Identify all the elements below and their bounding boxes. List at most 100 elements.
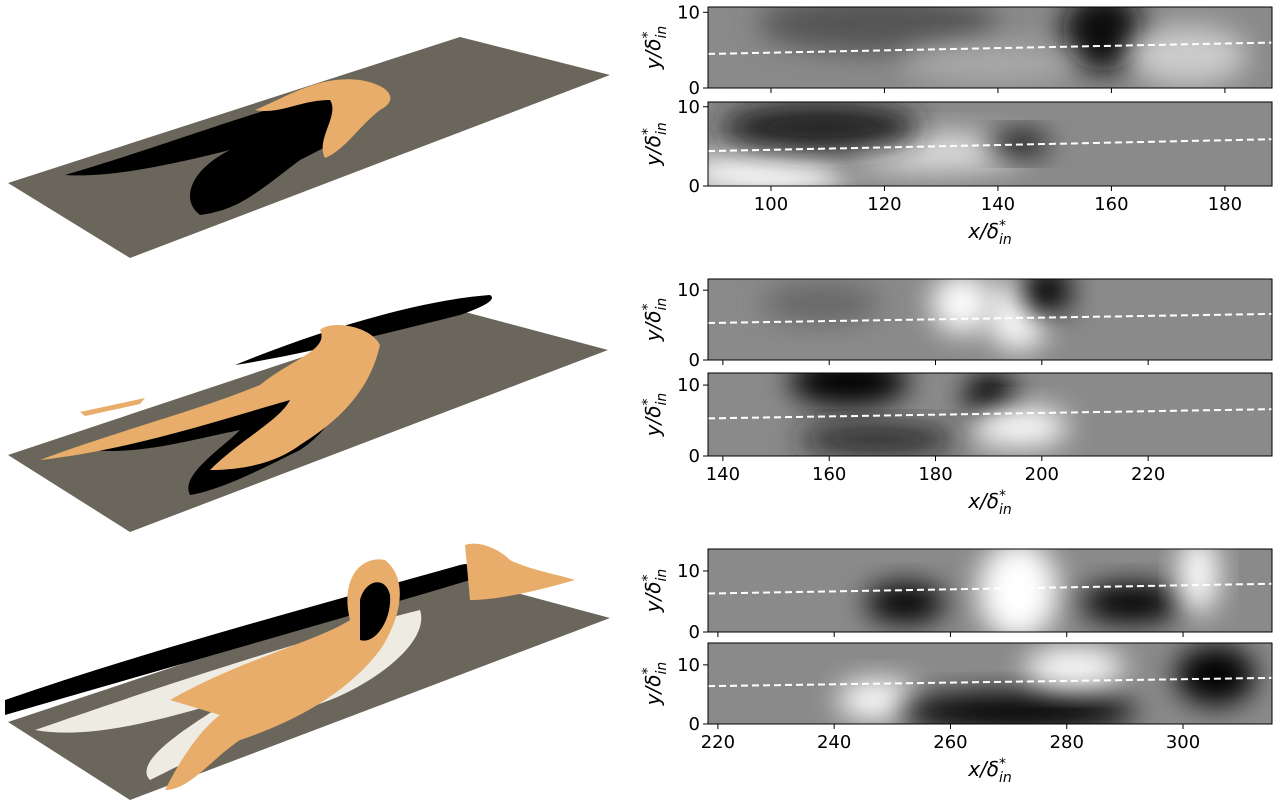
x-tick-label: 100 (754, 194, 788, 215)
y-axis-label-sup: * (640, 398, 656, 405)
y-axis-label-sup: * (640, 128, 656, 135)
y-axis-label-sub: in (654, 122, 670, 135)
panel: 0 10 y/δ*in (640, 278, 1273, 371)
y-axis-label: y/δ*in (640, 569, 670, 614)
reference-line (708, 312, 1272, 324)
x-axis-label-sup: * (999, 218, 1006, 234)
reference-line (708, 582, 1272, 595)
field-blob (898, 691, 1139, 724)
x-axis-label: x/δ* in (967, 488, 1012, 518)
x-tick-label: 180 (1208, 194, 1242, 215)
reference-line (708, 41, 1272, 55)
x-axis-label-sub: in (999, 770, 1012, 786)
x-axis-label-base: x/δ (967, 489, 999, 513)
field-blob (837, 679, 918, 720)
x-axis-label-sub: in (999, 502, 1012, 518)
field-blob (757, 7, 998, 54)
y-axis-label-sub: in (654, 26, 670, 39)
x-tick-label: 180 (918, 464, 952, 485)
y-axis-label-sup: * (640, 667, 656, 674)
render-2 (8, 295, 608, 532)
y-tick-label: 0 (689, 78, 700, 99)
plot-frame (707, 6, 1273, 89)
y-axis-label: y/δ*in (640, 393, 670, 438)
field (708, 373, 1272, 456)
x-axis-label-sup: * (999, 488, 1006, 504)
field-blob (900, 43, 1080, 84)
y-axis-label-base: y/δ (641, 310, 665, 342)
field (708, 102, 1272, 186)
field-blob (1175, 645, 1256, 706)
field-blob (797, 424, 958, 455)
plot-frame (707, 548, 1273, 633)
y-tick-label: 10 (677, 655, 700, 676)
y-axis-label-base: y/δ (641, 405, 665, 437)
x-tick-label: 280 (1050, 732, 1084, 753)
y-axis-label-base: y/δ (641, 38, 665, 70)
y-tick-label: 10 (677, 97, 700, 118)
y-axis-label-sub: in (654, 662, 670, 675)
x-axis-label: x/δ* in (967, 218, 1012, 248)
y-axis-label-sub: in (654, 569, 670, 582)
x-tick-label: 260 (933, 732, 967, 753)
x-tick-label: 120 (867, 194, 901, 215)
y-axis-label-base: y/δ (641, 674, 665, 706)
y-tick-label: 10 (677, 375, 700, 396)
x-tick-label: 140 (706, 464, 740, 485)
field-blob (931, 279, 992, 334)
field (708, 279, 1272, 360)
field-blob (1024, 647, 1125, 688)
x-tick-label: 220 (701, 732, 735, 753)
field-blob (708, 153, 845, 186)
y-tick-label: 0 (689, 176, 700, 197)
plot-frame (707, 101, 1273, 187)
y-tick-label: 10 (677, 280, 700, 301)
y-axis-label: y/δ*in (640, 26, 670, 71)
x-tick-label: 300 (1166, 732, 1200, 753)
x-tick-label: 140 (981, 194, 1015, 215)
field-blob (1021, 279, 1072, 317)
field-blob (1127, 25, 1248, 86)
y-axis-label-sup: * (640, 303, 656, 310)
field-blob (978, 549, 1059, 632)
reference-line (708, 408, 1272, 420)
y-axis-label-base: y/δ (641, 581, 665, 613)
x-tick-label: 200 (1025, 464, 1059, 485)
field-blob (1178, 549, 1219, 614)
y-tick-label: 10 (677, 2, 700, 23)
y-axis-label-base: y/δ (641, 135, 665, 167)
y-tick-label: 0 (689, 714, 700, 735)
y-tick-label: 0 (689, 350, 700, 371)
plot-frame (707, 278, 1273, 361)
reference-line (708, 676, 1272, 688)
plot-frame (707, 642, 1273, 725)
y-axis-label: y/δ*in (640, 662, 670, 707)
field-blob (1062, 7, 1143, 72)
field-blob (789, 373, 909, 407)
y-tick-label: 0 (689, 446, 700, 467)
x-axis-label-base: x/δ (967, 757, 999, 781)
y-tick-label: 0 (689, 622, 700, 643)
x-tick-label: 220 (1131, 464, 1165, 485)
y-tick-label: 10 (677, 561, 700, 582)
field (708, 643, 1272, 724)
field-blob (720, 102, 921, 153)
y-axis-label-sub: in (654, 298, 670, 311)
x-axis-label: x/δ* in (967, 756, 1012, 786)
plot-frame (707, 372, 1273, 457)
field-blob (968, 406, 1069, 447)
panel: 0 10 y/δ*in (640, 2, 1273, 99)
field (708, 549, 1272, 632)
x-tick-label: 160 (1094, 194, 1128, 215)
y-axis-label-sub: in (654, 393, 670, 406)
x-axis-label-base: x/δ (967, 219, 999, 243)
render-3 (5, 543, 610, 800)
x-axis-label-sup: * (999, 756, 1006, 772)
y-axis-label-sup: * (640, 31, 656, 38)
